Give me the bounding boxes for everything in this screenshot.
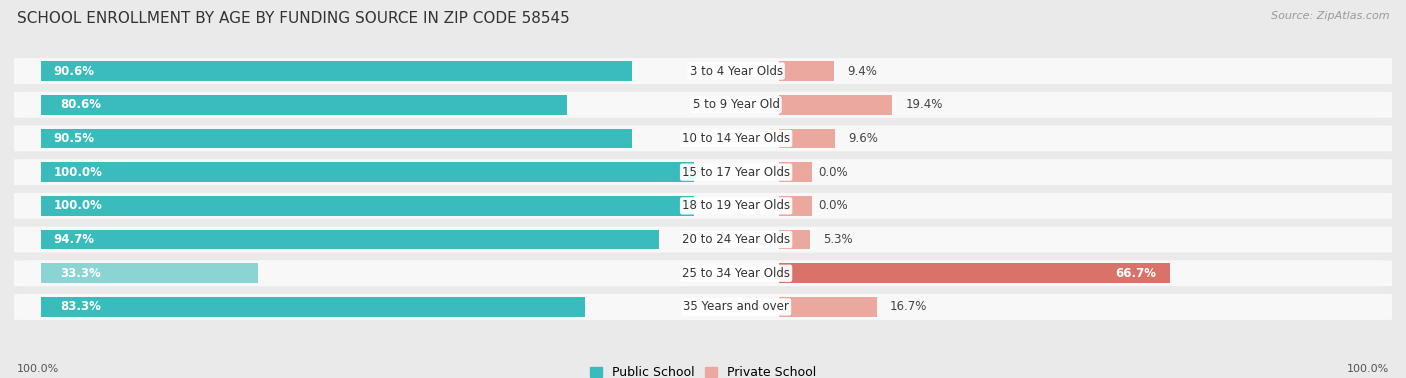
Bar	[779, 263, 1170, 283]
Bar	[779, 129, 835, 148]
Bar	[779, 230, 810, 249]
Text: 100.0%: 100.0%	[53, 199, 103, 212]
Text: 9.4%: 9.4%	[846, 65, 877, 77]
Text: SCHOOL ENROLLMENT BY AGE BY FUNDING SOURCE IN ZIP CODE 58545: SCHOOL ENROLLMENT BY AGE BY FUNDING SOUR…	[17, 11, 569, 26]
Text: Source: ZipAtlas.com: Source: ZipAtlas.com	[1271, 11, 1389, 21]
Bar	[41, 95, 567, 115]
Text: 66.7%: 66.7%	[1116, 267, 1157, 280]
Text: 100.0%: 100.0%	[17, 364, 59, 374]
FancyBboxPatch shape	[7, 125, 1399, 152]
FancyBboxPatch shape	[7, 92, 1399, 118]
Text: 90.5%: 90.5%	[53, 132, 94, 145]
Bar	[41, 163, 693, 182]
FancyBboxPatch shape	[7, 294, 1399, 320]
Bar	[41, 297, 585, 317]
Bar	[41, 263, 259, 283]
Text: 83.3%: 83.3%	[60, 301, 101, 313]
Text: 15 to 17 Year Olds: 15 to 17 Year Olds	[682, 166, 790, 179]
Text: 33.3%: 33.3%	[60, 267, 101, 280]
Text: 100.0%: 100.0%	[1347, 364, 1389, 374]
Text: 10 to 14 Year Olds: 10 to 14 Year Olds	[682, 132, 790, 145]
FancyBboxPatch shape	[7, 159, 1399, 185]
Text: 25 to 34 Year Olds: 25 to 34 Year Olds	[682, 267, 790, 280]
Text: 5 to 9 Year Old: 5 to 9 Year Old	[693, 98, 779, 111]
Text: 19.4%: 19.4%	[905, 98, 943, 111]
Legend: Public School, Private School: Public School, Private School	[585, 361, 821, 378]
FancyBboxPatch shape	[7, 226, 1399, 253]
Bar	[779, 196, 811, 215]
Text: 9.6%: 9.6%	[848, 132, 877, 145]
FancyBboxPatch shape	[7, 58, 1399, 84]
Text: 18 to 19 Year Olds: 18 to 19 Year Olds	[682, 199, 790, 212]
Bar	[41, 61, 633, 81]
Bar	[779, 61, 834, 81]
Text: 0.0%: 0.0%	[818, 199, 848, 212]
FancyBboxPatch shape	[7, 193, 1399, 219]
Bar	[779, 163, 811, 182]
Text: 16.7%: 16.7%	[890, 301, 927, 313]
Text: 0.0%: 0.0%	[818, 166, 848, 179]
Bar	[779, 95, 893, 115]
Bar	[779, 297, 876, 317]
Text: 94.7%: 94.7%	[53, 233, 94, 246]
Text: 3 to 4 Year Olds: 3 to 4 Year Olds	[689, 65, 783, 77]
Bar	[41, 129, 631, 148]
Text: 90.6%: 90.6%	[53, 65, 94, 77]
Text: 100.0%: 100.0%	[53, 166, 103, 179]
Text: 5.3%: 5.3%	[823, 233, 852, 246]
Text: 20 to 24 Year Olds: 20 to 24 Year Olds	[682, 233, 790, 246]
Text: 35 Years and over: 35 Years and over	[683, 301, 789, 313]
Bar	[41, 230, 659, 249]
Bar	[41, 196, 693, 215]
FancyBboxPatch shape	[7, 260, 1399, 286]
Text: 80.6%: 80.6%	[60, 98, 101, 111]
